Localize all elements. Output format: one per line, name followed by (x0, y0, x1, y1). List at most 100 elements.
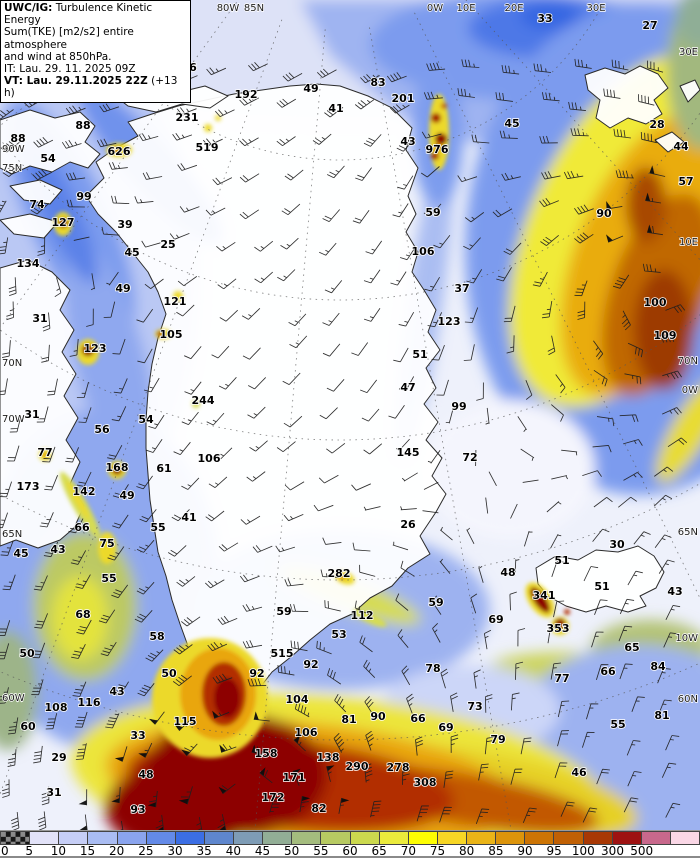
wind-barb (276, 98, 297, 108)
edge-label: 70W (2, 414, 25, 425)
edge-label: 70N (2, 358, 22, 369)
wind-barb (137, 683, 155, 697)
wind-barb (65, 447, 79, 463)
wind-barb (658, 699, 672, 716)
wind-barb (176, 107, 197, 115)
wind-barb (177, 163, 198, 171)
wind-barb (423, 481, 439, 490)
tke-value-label: 158 (255, 747, 278, 760)
wind-barb (42, 312, 51, 332)
wind-barb (496, 267, 512, 282)
wind-barb (420, 166, 440, 178)
colorbar-cell (0, 831, 31, 845)
wind-barb (206, 67, 227, 76)
tke-value-label: 142 (73, 485, 96, 498)
wind-barb (631, 696, 645, 712)
tke-value-label: 68 (75, 608, 90, 621)
colorbar-tick: 45 (254, 844, 271, 858)
wind-barb (364, 763, 373, 783)
wind-barb (613, 128, 631, 139)
wind-barb (218, 377, 237, 390)
wind-barb (252, 545, 273, 553)
wind-barb (665, 802, 681, 818)
wind-barb (583, 566, 599, 582)
wind-barb (248, 62, 268, 72)
edge-label: 0W (427, 3, 443, 14)
wind-barb (363, 443, 383, 455)
tke-value-label: 50 (161, 667, 177, 680)
tke-value-label: 93 (130, 803, 145, 816)
wind-barb (72, 681, 87, 697)
colorbar-cell (234, 831, 264, 845)
wind-barb (390, 104, 410, 114)
wind-barb (422, 510, 439, 514)
colorbar-cell (292, 831, 322, 845)
wind-barb (142, 172, 163, 180)
wind-barb (239, 137, 259, 147)
wind-barb (141, 240, 162, 248)
wind-barb (319, 242, 337, 256)
wind-barb (388, 404, 405, 419)
tke-value-label: 31 (46, 786, 61, 799)
wind-barb (338, 797, 344, 814)
wind-barb (113, 681, 129, 696)
colorbar-tick: 50 (284, 844, 300, 858)
wind-barb (213, 447, 233, 460)
colorbar-tick: 70 (400, 844, 416, 858)
devon-island (0, 213, 59, 239)
tke-value-label: 51 (412, 348, 427, 361)
wind-barb (216, 241, 236, 252)
wind-barb (111, 584, 129, 599)
wind-barb (207, 642, 228, 652)
colorbar-cell (467, 831, 497, 845)
wind-barb (466, 269, 483, 284)
wind-barb (591, 631, 604, 648)
wind-barb (0, 378, 8, 396)
wind-barb (431, 344, 445, 361)
tke-value-label: 79 (490, 733, 505, 746)
wind-barb (218, 542, 239, 552)
wind-barb (242, 347, 261, 360)
tke-value-label: 109 (654, 329, 677, 342)
wind-barb (503, 242, 522, 255)
wind-barb (522, 807, 537, 823)
wind-barb (627, 771, 642, 787)
wind-barb (37, 237, 46, 256)
wind-barb (282, 72, 303, 82)
wind-barb (415, 736, 424, 756)
wind-barb (289, 335, 308, 349)
wind-barb (281, 203, 301, 216)
wind-barb (239, 173, 260, 183)
wind-barb (386, 72, 407, 83)
wind-barb (406, 693, 414, 714)
wind-barb (478, 566, 484, 583)
wind-barb (111, 195, 130, 205)
wind-barb (523, 530, 533, 547)
wind-barb (517, 416, 527, 432)
edge-label: 10E (456, 3, 475, 14)
wind-barb (619, 414, 639, 423)
wind-barb (319, 407, 338, 420)
wind-barb (514, 559, 520, 576)
wind-barb (360, 379, 378, 393)
wind-barb (169, 233, 190, 240)
wind-barb (139, 509, 157, 523)
wind-barb (8, 277, 17, 297)
tke-value-label: 43 (667, 585, 682, 598)
wind-barb (136, 581, 155, 595)
tke-value-label: 30 (609, 538, 625, 551)
wind-barb (667, 437, 688, 448)
colorbar-cell (146, 831, 176, 845)
wind-barb (0, 620, 11, 637)
tke-value-label: 6 (189, 61, 197, 74)
wind-barb (594, 599, 608, 615)
wind-barb (217, 615, 238, 625)
edge-label: 75N (2, 163, 22, 174)
wind-barb (509, 591, 517, 611)
wind-barb (525, 380, 533, 400)
wind-barb (326, 379, 345, 392)
tke-value-label: 55 (101, 572, 116, 585)
wind-barb (618, 625, 633, 642)
wind-barb (450, 692, 458, 712)
tke-value-label: 106 (412, 245, 435, 258)
